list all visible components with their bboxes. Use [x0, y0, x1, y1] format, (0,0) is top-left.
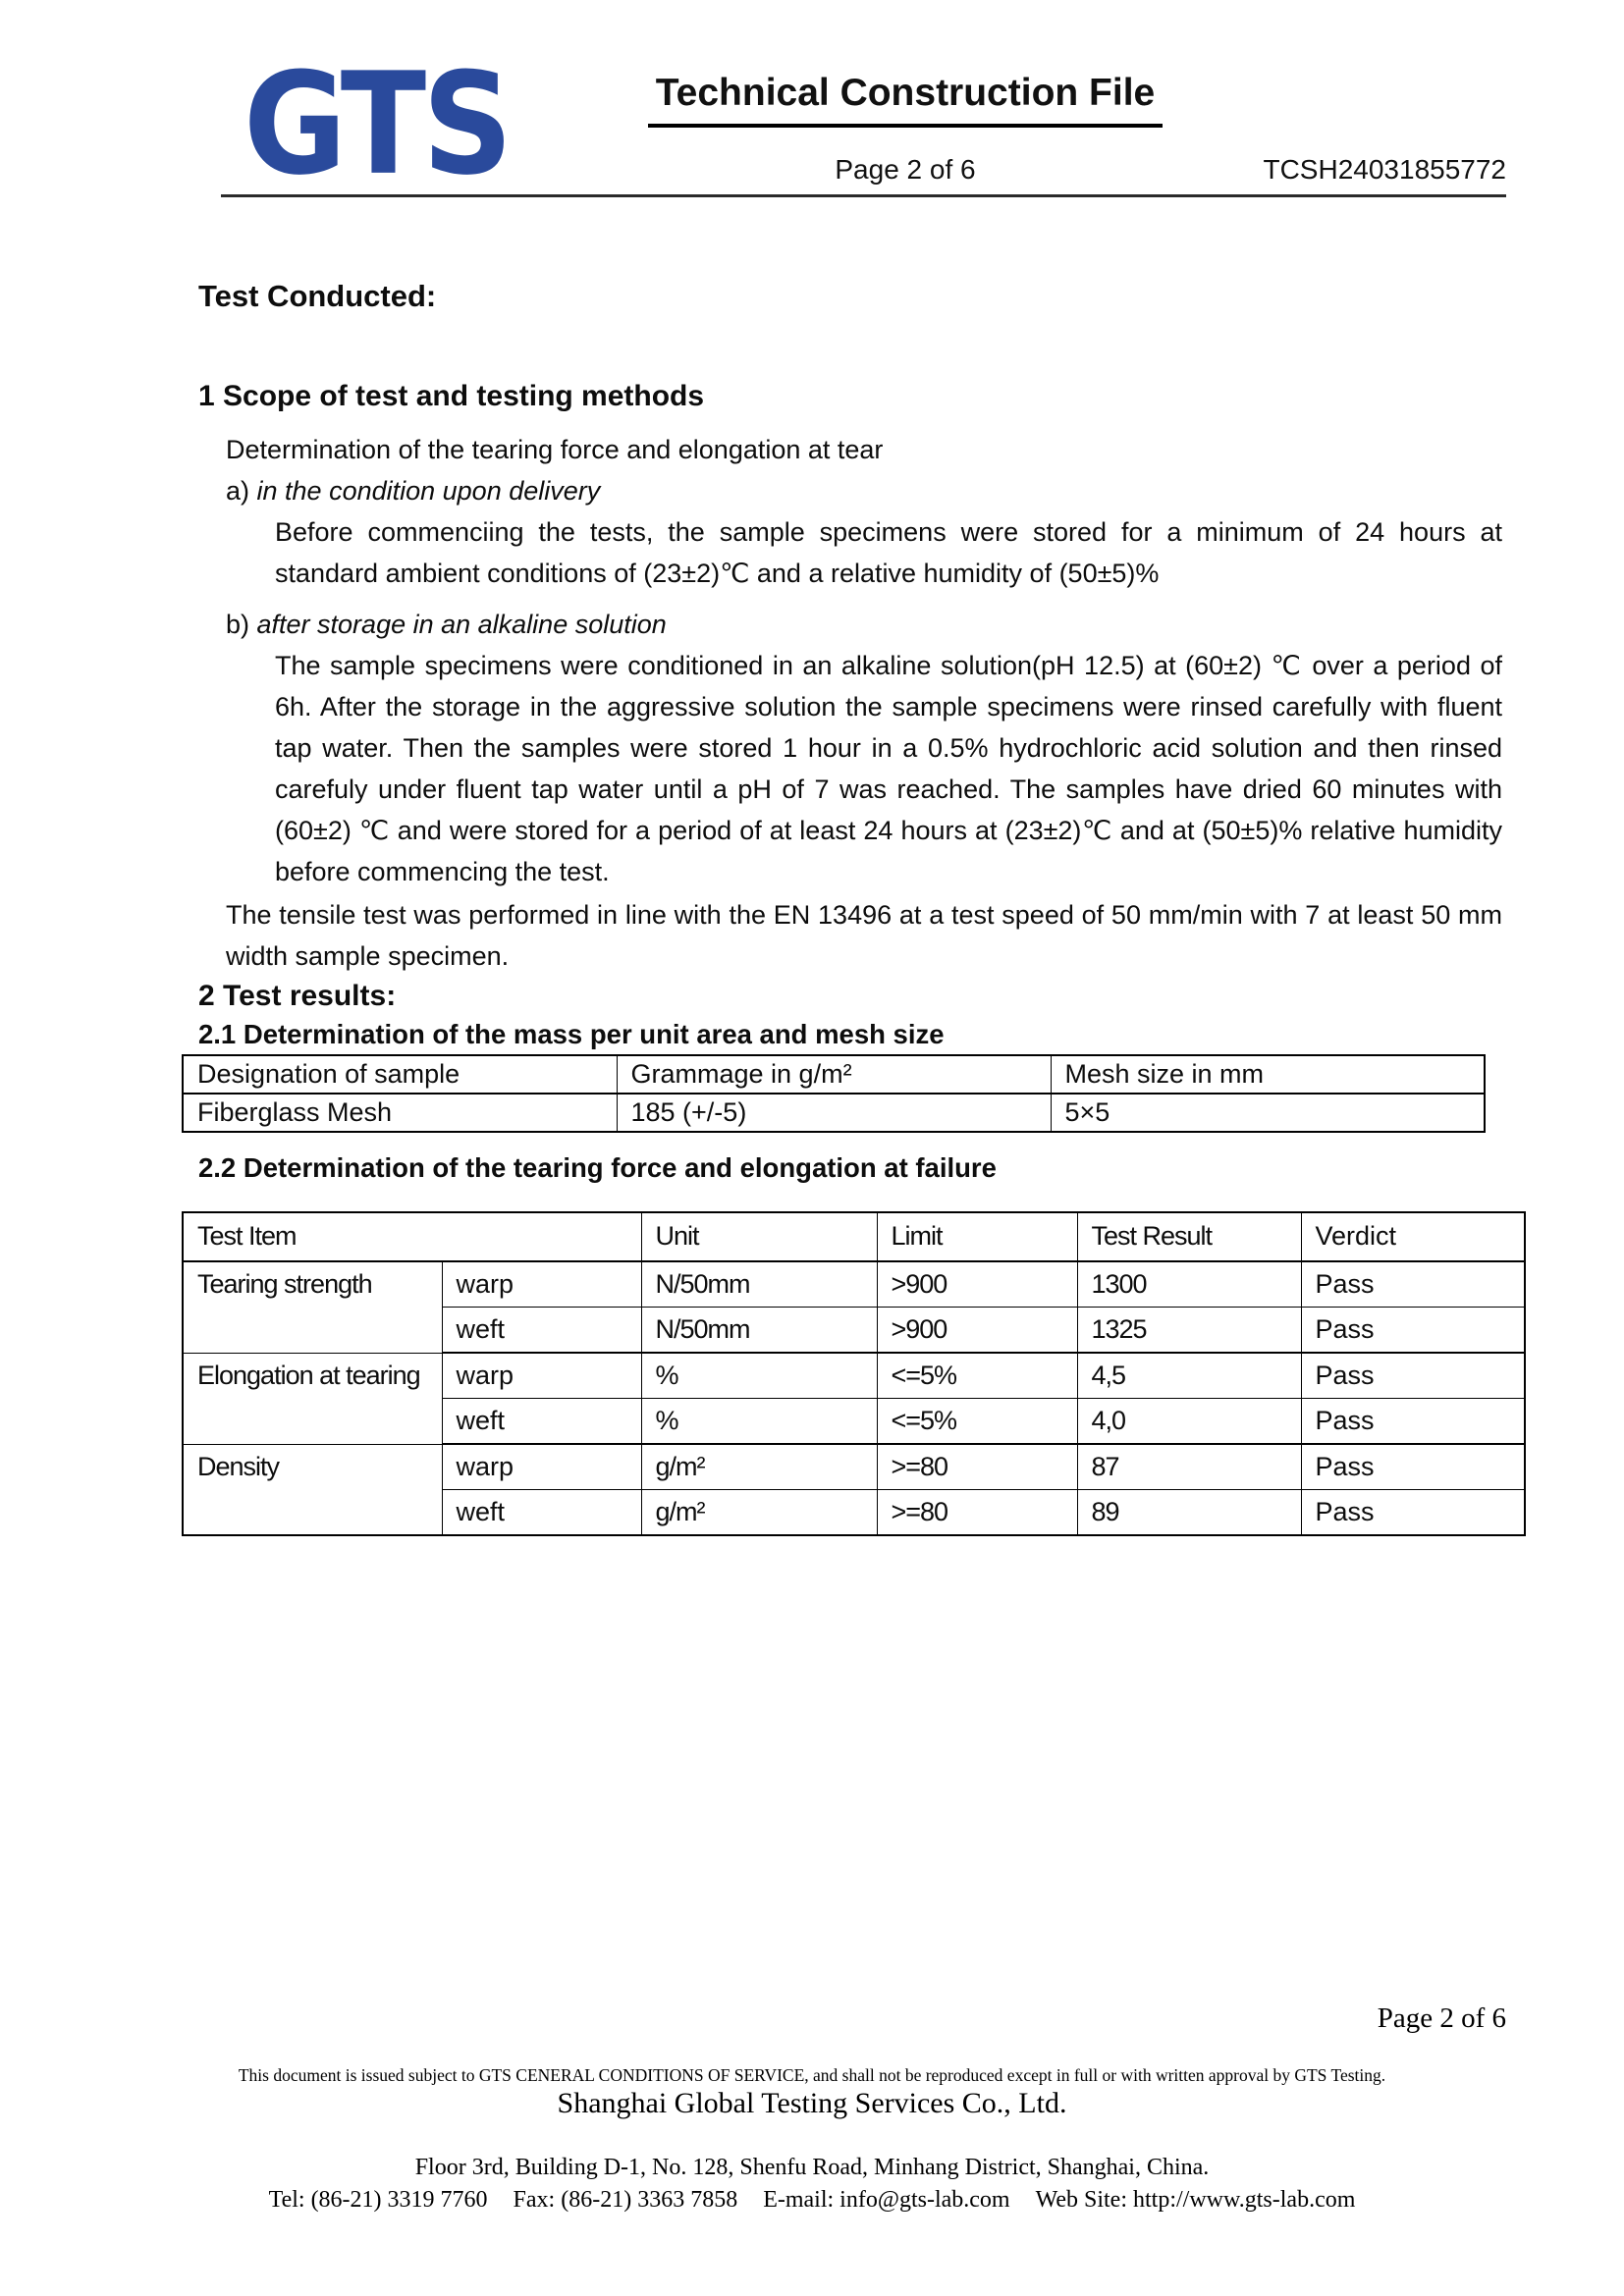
paragraph-condition-b: The sample specimens were conditioned in… — [275, 651, 1502, 886]
cell-limit: >=80 — [876, 1489, 1078, 1536]
cell-test-item: Tearing strength — [182, 1260, 443, 1354]
cell-limit: <=5% — [876, 1352, 1078, 1399]
footer-disclaimer: This document is issued subject to GTS C… — [238, 2065, 1386, 2085]
cell-direction: warp — [441, 1443, 642, 1490]
header-test-item: Test Item — [182, 1211, 642, 1262]
document-footer: Page 2 of 6 This document is issued subj… — [118, 2002, 1506, 2214]
cell-unit: % — [640, 1352, 878, 1399]
footer-page-label: Page 2 of 6 — [1377, 2002, 1506, 2034]
cell-unit: N/50mm — [640, 1307, 878, 1354]
cell-test-item: Density — [182, 1443, 443, 1536]
heading-test-results: 2 Test results: — [198, 980, 397, 1012]
table-row: weft g/m² >=80 89 Pass — [183, 1489, 1526, 1536]
paragraph-condition-a: Before commenciing the tests, the sample… — [275, 517, 1502, 588]
cell-result: 1300 — [1076, 1260, 1302, 1308]
cell-unit: % — [640, 1398, 878, 1445]
cell-direction: weft — [441, 1307, 642, 1354]
cell-verdict: Pass — [1300, 1352, 1526, 1399]
section-title-test-conducted: Test Conducted: — [198, 279, 437, 313]
cell-test-item: Elongation at tearing — [182, 1352, 443, 1445]
condition-b-text: after storage in an alkaline solution — [256, 610, 667, 639]
footer-tel: Tel: (86-21) 3319 7760 — [268, 2187, 488, 2213]
table-row: Fiberglass Mesh 185 (+/-5) 5×5 — [182, 1093, 1486, 1133]
cell-result: 89 — [1076, 1489, 1302, 1536]
table-row: weft % <=5% 4,0 Pass — [183, 1398, 1526, 1445]
gts-logo: GTS — [244, 42, 513, 207]
cell-unit: g/m² — [640, 1489, 878, 1536]
cell-designation: Fiberglass Mesh — [182, 1093, 618, 1133]
cell-unit: g/m² — [640, 1443, 878, 1490]
cell-verdict: Pass — [1300, 1398, 1526, 1445]
cell-result: 4,5 — [1076, 1352, 1302, 1399]
table-row: weft N/50mm >900 1325 Pass — [183, 1307, 1526, 1354]
cell-direction: warp — [441, 1352, 642, 1399]
table-row: Elongation at tearing warp % <=5% 4,5 Pa… — [182, 1352, 1526, 1445]
condition-a-prefix: a) — [226, 476, 257, 506]
cell-result: 1325 — [1076, 1307, 1302, 1354]
tearing-results-table: Test Item Unit Limit Test Result Verdict… — [182, 1211, 1526, 1536]
header-mesh-size: Mesh size in mm — [1050, 1054, 1486, 1095]
cell-limit: <=5% — [876, 1398, 1078, 1445]
cell-grammage: 185 (+/-5) — [616, 1093, 1052, 1133]
cell-direction: weft — [441, 1489, 642, 1536]
heading-2-2: 2.2 Determination of the tearing force a… — [198, 1152, 997, 1183]
cell-limit: >900 — [876, 1307, 1078, 1354]
header-page-label: Page 2 of 6 — [835, 154, 976, 185]
cell-result: 4,0 — [1076, 1398, 1302, 1445]
document-header: Technical Construction File Page 2 of 6 … — [304, 71, 1506, 186]
cell-mesh-size: 5×5 — [1050, 1093, 1486, 1133]
scope-intro: Determination of the tearing force and e… — [226, 435, 884, 464]
table-row: Tearing strength warp N/50mm >900 1300 P… — [182, 1260, 1526, 1354]
mass-mesh-table: Designation of sample Grammage in g/m² M… — [182, 1054, 1486, 1133]
footer-contact-line: Tel: (86-21) 3319 7760 Fax: (86-21) 3363 … — [118, 2186, 1506, 2214]
header-test-result: Test Result — [1076, 1211, 1302, 1262]
page-title: Technical Construction File — [647, 71, 1164, 128]
header-meta-row: Page 2 of 6 TCSH24031855772 — [304, 153, 1506, 186]
condition-a-text: in the condition upon delivery — [256, 476, 601, 506]
header-verdict: Verdict — [1300, 1211, 1526, 1262]
condition-b-line: b) after storage in an alkaline solution — [226, 604, 1502, 645]
cell-verdict: Pass — [1300, 1307, 1526, 1354]
document-body: Test Conducted: 1 Scope of test and test… — [182, 279, 1526, 1536]
cell-verdict: Pass — [1300, 1489, 1526, 1536]
table-row: Density warp g/m² >=80 87 Pass — [182, 1443, 1526, 1536]
report-number: TCSH24031855772 — [1263, 154, 1506, 185]
cell-verdict: Pass — [1300, 1443, 1526, 1490]
cell-limit: >=80 — [876, 1443, 1078, 1490]
footer-website: Web Site: http://www.gts-lab.com — [1035, 2187, 1356, 2213]
header-divider — [221, 194, 1506, 197]
paragraph-tensile-test: The tensile test was performed in line w… — [226, 900, 1502, 971]
cell-direction: warp — [441, 1260, 642, 1308]
table-header-row: Test Item Unit Limit Test Result Verdict — [182, 1211, 1526, 1262]
footer-address: Floor 3rd, Building D-1, No. 128, Shenfu… — [414, 2155, 1210, 2180]
table-header-row: Designation of sample Grammage in g/m² M… — [182, 1054, 1486, 1095]
cell-result: 87 — [1076, 1443, 1302, 1490]
cell-limit: >900 — [876, 1260, 1078, 1308]
cell-verdict: Pass — [1300, 1260, 1526, 1308]
header-limit: Limit — [876, 1211, 1078, 1262]
condition-b-prefix: b) — [226, 610, 257, 639]
condition-a-line: a) in the condition upon delivery — [226, 470, 1502, 511]
footer-company-name: Shanghai Global Testing Services Co., Lt… — [557, 2087, 1067, 2119]
header-grammage: Grammage in g/m² — [616, 1054, 1052, 1095]
header-unit: Unit — [640, 1211, 878, 1262]
footer-email: E-mail: info@gts-lab.com — [763, 2187, 1010, 2213]
header-designation: Designation of sample — [182, 1054, 618, 1095]
heading-2-1: 2.1 Determination of the mass per unit a… — [198, 1019, 945, 1049]
cell-unit: N/50mm — [640, 1260, 878, 1308]
footer-fax: Fax: (86-21) 3363 7858 — [513, 2187, 738, 2213]
cell-direction: weft — [441, 1398, 642, 1445]
heading-scope: 1 Scope of test and testing methods — [198, 380, 705, 412]
